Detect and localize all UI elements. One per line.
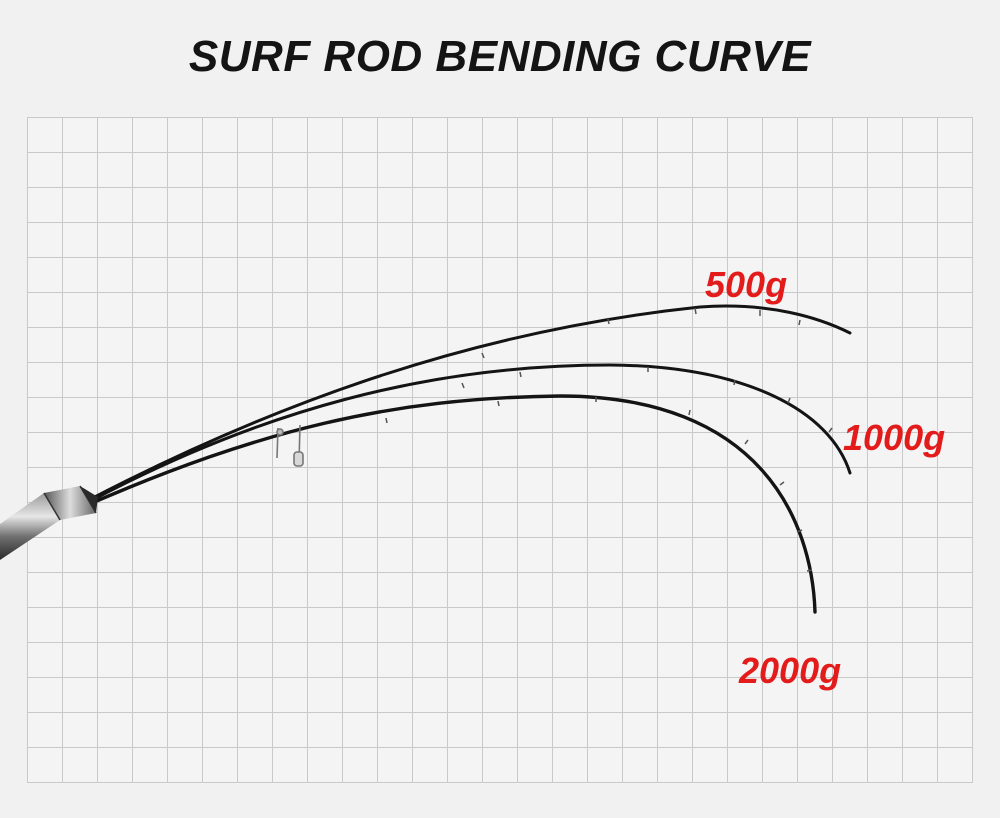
rod-curve-1000g <box>83 363 852 506</box>
rod-handle <box>0 485 98 560</box>
rod-guides-500g <box>481 307 801 359</box>
label-500g: 500g <box>705 264 788 305</box>
label-2000g: 2000g <box>739 650 842 691</box>
rod-guides-2000g <box>385 397 813 572</box>
label-1000g: 1000g <box>843 417 946 458</box>
grid-background <box>27 117 973 783</box>
rod-guides-1000g <box>461 367 833 433</box>
rod-curve-500g <box>83 304 852 504</box>
diagram-title: SURF ROD BENDING CURVE <box>188 32 812 81</box>
rod-curve-2000g <box>83 394 817 614</box>
stripper-guide <box>276 424 304 467</box>
